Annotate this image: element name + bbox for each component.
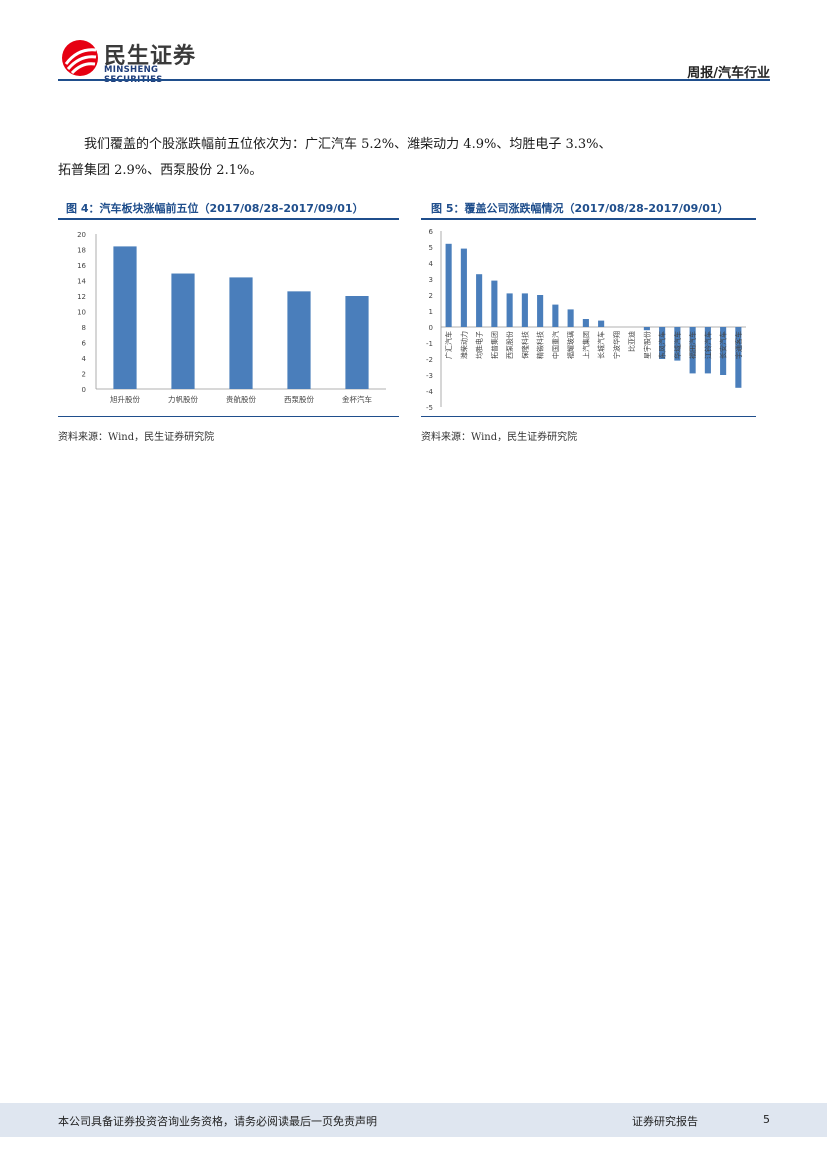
x-tick-label: 宁波华翔	[612, 331, 621, 359]
y-tick-label: 6	[429, 228, 434, 236]
bar	[689, 327, 696, 374]
y-tick-label: 12	[77, 293, 86, 301]
bar	[537, 295, 544, 327]
x-tick-label: 旭升股份	[110, 394, 140, 404]
x-tick-label: 贵航股份	[226, 394, 256, 404]
y-tick-label: 4	[429, 260, 434, 268]
bar	[704, 327, 711, 374]
y-tick-label: 6	[82, 340, 87, 348]
x-tick-label: 拓普集团	[490, 331, 499, 359]
bar	[506, 293, 513, 327]
x-tick-label: 星宇股份	[642, 331, 651, 359]
bar	[229, 277, 253, 389]
x-tick-label: 东风汽车	[658, 331, 667, 359]
footer-disclaimer: 本公司具备证券投资咨询业务资格，请务必阅读最后一页免责声明	[58, 1115, 377, 1128]
y-tick-label: 18	[77, 247, 86, 255]
figure-4-top-rule	[58, 218, 399, 220]
figure-4-chart: 0 2 4 6 8 10 12 14 16 18 20 旭升股份 力帆股份 贵航股份 西泵股份 金杯汽车	[77, 231, 386, 404]
y-tick-label: 10	[77, 309, 86, 317]
page-number: 5	[763, 1113, 770, 1126]
figure-4-title: 图 4：汽车板块涨幅前五位（2017/08/28-2017/09/01）	[66, 202, 364, 215]
x-tick-label: 潍柴动力	[459, 331, 468, 359]
bar	[552, 304, 559, 327]
figure-5-title: 图 5：覆盖公司涨跌幅情况（2017/08/28-2017/09/01）	[431, 202, 729, 215]
bar	[582, 319, 589, 327]
figure-5-chart: 6 5 4 3 2 1 0 -1 -2 -3 -4 -5 广汇汽车 潍柴动力 均胜电子 拓普集团 西泵股份 保隆科…	[426, 228, 746, 412]
bar	[445, 243, 452, 327]
x-tick-label: 中国重汽	[551, 331, 560, 359]
x-tick-label: 广汇汽车	[444, 331, 453, 359]
y-tick-label: 0	[429, 324, 433, 332]
y-tick-label: -4	[426, 388, 434, 396]
bar	[491, 280, 498, 327]
bar	[476, 274, 483, 327]
bar	[659, 327, 666, 359]
report-type: 周报/汽车行业	[687, 66, 770, 81]
page-header: 民生证券 MINSHENG SECURITIES 周报/汽车行业	[58, 36, 770, 85]
figure-5-source: 资料来源：Wind，民生证券研究院	[421, 432, 578, 443]
bar	[598, 320, 605, 327]
x-tick-label: 长安汽车	[719, 331, 728, 359]
figure-4-bottom-rule	[58, 416, 399, 417]
x-tick-label: 金杯汽车	[342, 394, 372, 404]
x-tick-label: 力帆股份	[168, 394, 198, 404]
bar	[345, 296, 369, 389]
bar	[720, 327, 727, 375]
y-tick-label: -3	[426, 372, 433, 380]
figure-4-source: 资料来源：Wind，民生证券研究院	[58, 432, 215, 443]
bar	[521, 293, 528, 327]
x-tick-label: 西泵股份	[284, 394, 314, 404]
x-tick-label: 福耀玻璃	[566, 331, 575, 359]
y-tick-label: -2	[426, 356, 433, 364]
y-tick-label: 16	[77, 262, 86, 270]
body-line-1: 我们覆盖的个股涨跌幅前五位依次为：广汇汽车 5.2%、潍柴动力 4.9%、均胜电…	[84, 137, 612, 152]
bar	[171, 273, 195, 389]
x-tick-label: 长城汽车	[597, 331, 606, 359]
bar	[460, 248, 467, 327]
bar	[113, 246, 137, 389]
y-tick-label: 2	[82, 371, 86, 379]
bar	[567, 309, 574, 327]
x-tick-label: 保隆科技	[520, 331, 529, 359]
logo-cn-text: 民生证券	[104, 44, 197, 69]
y-tick-label: -1	[426, 340, 433, 348]
y-tick-label: 8	[82, 324, 86, 332]
x-tick-label: 华域汽车	[673, 331, 682, 359]
y-tick-label: 3	[429, 276, 433, 284]
y-tick-label: 4	[82, 355, 87, 363]
x-tick-label: 均胜电子	[475, 331, 484, 359]
bar	[674, 327, 681, 361]
x-tick-label: 上汽集团	[581, 331, 590, 359]
y-tick-label: 2	[429, 292, 433, 300]
bar	[643, 327, 650, 331]
bar	[287, 291, 311, 389]
x-tick-label: 宇通客车	[734, 331, 743, 359]
x-tick-label: 江铃汽车	[703, 331, 712, 359]
bar	[735, 327, 742, 388]
x-tick-label: 精锻科技	[536, 331, 545, 359]
y-tick-label: 1	[429, 308, 433, 316]
y-tick-label: -5	[426, 404, 433, 412]
footer-label: 证券研究报告	[632, 1115, 698, 1128]
logo-emblem-icon	[62, 40, 98, 76]
body-line-2: 拓普集团 2.9%、西泵股份 2.1%。	[58, 163, 263, 178]
figure-5-bottom-rule	[421, 416, 756, 417]
page-footer: 本公司具备证券投资咨询业务资格，请务必阅读最后一页免责声明 证券研究报告 5	[0, 1103, 827, 1137]
x-tick-label: 福田汽车	[688, 331, 697, 359]
minsheng-logo: 民生证券 MINSHENG SECURITIES	[58, 36, 218, 85]
y-tick-label: 20	[77, 231, 86, 239]
y-tick-label: 14	[77, 278, 86, 286]
header-rule	[58, 79, 770, 81]
figure-5-top-rule	[421, 218, 756, 220]
x-tick-label: 西泵股份	[505, 331, 514, 359]
x-tick-label: 比亚迪	[627, 331, 636, 352]
y-tick-label: 5	[429, 244, 433, 252]
logo-en-text: MINSHENG SECURITIES	[104, 65, 162, 85]
y-tick-label: 0	[82, 386, 86, 394]
